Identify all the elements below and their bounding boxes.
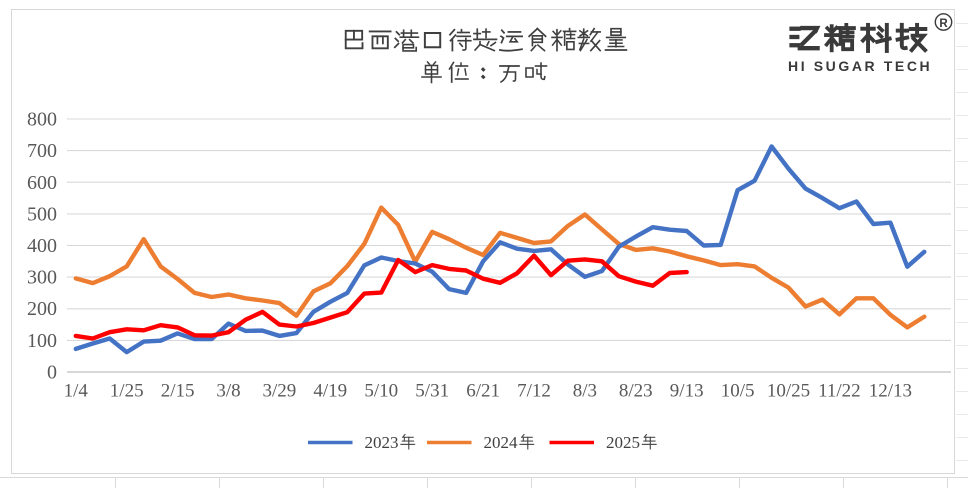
svg-text:9/13: 9/13: [670, 381, 704, 402]
svg-text:1/25: 1/25: [110, 381, 144, 402]
svg-text:300: 300: [27, 267, 57, 289]
svg-text:500: 500: [27, 203, 57, 225]
svg-text:400: 400: [27, 235, 57, 257]
svg-text:12/13: 12/13: [869, 381, 912, 402]
svg-text:2023: 2023: [365, 433, 399, 452]
svg-text:R: R: [939, 18, 948, 30]
svg-text:1/4: 1/4: [64, 381, 89, 402]
svg-text:4/19: 4/19: [313, 381, 347, 402]
svg-text:6/21: 6/21: [466, 381, 500, 402]
svg-text:2/15: 2/15: [161, 381, 195, 402]
svg-text:3/29: 3/29: [263, 381, 297, 402]
svg-text:5/31: 5/31: [415, 381, 449, 402]
svg-text:5/10: 5/10: [364, 381, 398, 402]
svg-text:3/8: 3/8: [216, 381, 240, 402]
svg-text:2024: 2024: [484, 433, 519, 452]
svg-text:600: 600: [27, 172, 57, 194]
svg-text:HI SUGAR TECH: HI SUGAR TECH: [788, 58, 932, 74]
svg-text:100: 100: [27, 330, 57, 352]
svg-text:7/12: 7/12: [517, 381, 551, 402]
svg-text:8/23: 8/23: [619, 381, 653, 402]
svg-text:200: 200: [27, 298, 57, 320]
svg-text:800: 800: [27, 109, 57, 131]
svg-text:8/3: 8/3: [573, 381, 597, 402]
svg-text:11/22: 11/22: [818, 381, 861, 402]
svg-text:2025: 2025: [606, 433, 640, 452]
svg-text:0: 0: [47, 362, 57, 384]
svg-text:10/5: 10/5: [721, 381, 755, 402]
svg-text:700: 700: [27, 140, 57, 162]
svg-text:10/25: 10/25: [767, 381, 810, 402]
